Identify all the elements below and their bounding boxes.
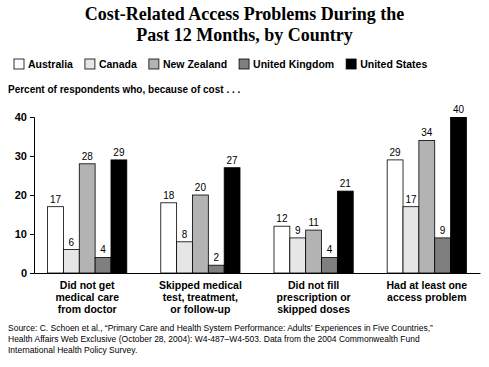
data-label: 21 bbox=[340, 178, 352, 189]
x-tick-label: Skipped medicaltest, treatment,or follow… bbox=[159, 279, 242, 315]
bar bbox=[290, 238, 306, 273]
data-label: 17 bbox=[50, 194, 62, 205]
y-tick-mark bbox=[30, 195, 34, 196]
y-tick-label: 20 bbox=[15, 189, 27, 201]
x-tick-label: Did not fillprescription orskipped doses bbox=[277, 279, 351, 315]
data-label: 6 bbox=[69, 237, 75, 248]
y-tick-label: 30 bbox=[15, 150, 27, 162]
data-label: 9 bbox=[440, 225, 446, 236]
data-label: 8 bbox=[182, 229, 188, 240]
bar bbox=[63, 250, 79, 273]
data-label: 27 bbox=[227, 155, 239, 166]
data-label: 20 bbox=[195, 182, 207, 193]
bar bbox=[419, 140, 435, 273]
bar bbox=[337, 191, 353, 273]
x-tick: Did not getmedical carefrom doctor bbox=[55, 279, 119, 315]
legend-label: Canada bbox=[99, 58, 137, 70]
data-label: 9 bbox=[295, 225, 301, 236]
legend-item: Australia bbox=[14, 58, 73, 70]
subtitle: Percent of respondents who, because of c… bbox=[8, 84, 240, 95]
data-label: 40 bbox=[453, 104, 465, 115]
chart: Cost-Related Access Problems During theP… bbox=[0, 0, 489, 367]
x-tick: Had at least oneaccess problem bbox=[387, 279, 468, 303]
title: Cost-Related Access Problems During theP… bbox=[85, 4, 405, 45]
data-label: 11 bbox=[308, 217, 319, 228]
y-tick-mark bbox=[30, 117, 34, 118]
data-labels: 17 18 12 29 6 8 9 17 28 20 11 34 4 2 4 9 29 27 21 40 bbox=[50, 104, 465, 263]
bar bbox=[111, 160, 127, 273]
legend-item: Canada bbox=[85, 58, 137, 70]
legend: Australia Canada New Zealand United Kingdom… bbox=[14, 58, 427, 70]
bar bbox=[403, 207, 419, 273]
bar bbox=[192, 195, 208, 273]
legend-swatch bbox=[346, 59, 356, 69]
data-label: 28 bbox=[82, 151, 94, 162]
legend-item: New Zealand bbox=[149, 58, 227, 70]
bar bbox=[95, 257, 111, 273]
x-axis: Did not getmedical carefrom doctor Skippe… bbox=[35, 274, 481, 316]
y-tick-mark bbox=[30, 234, 34, 235]
data-label: 29 bbox=[113, 147, 125, 158]
source-note: Source: C. Schoen et al., “Primary Care … bbox=[8, 323, 433, 355]
data-label: 18 bbox=[163, 190, 175, 201]
x-tick: Did not fillprescription orskipped doses bbox=[277, 279, 351, 315]
data-label: 4 bbox=[327, 244, 333, 255]
x-tick-label: Did not getmedical carefrom doctor bbox=[55, 279, 119, 315]
y-tick-mark bbox=[30, 273, 34, 274]
legend-swatch bbox=[239, 59, 249, 69]
legend-swatch bbox=[85, 59, 95, 69]
bar bbox=[387, 160, 403, 273]
bar bbox=[79, 164, 95, 273]
bar bbox=[306, 230, 322, 273]
y-axis: 0 10 20 30 40 bbox=[15, 111, 35, 279]
y-tick: 30 bbox=[15, 150, 34, 162]
data-label: 29 bbox=[390, 147, 402, 158]
legend-label: United Kingdom bbox=[253, 58, 334, 70]
bar bbox=[161, 203, 177, 273]
y-tick: 40 bbox=[15, 111, 34, 123]
y-tick-label: 40 bbox=[15, 111, 27, 123]
bar bbox=[274, 226, 290, 273]
y-tick-label: 10 bbox=[15, 228, 27, 240]
x-tick-label: Had at least oneaccess problem bbox=[387, 279, 468, 303]
bar bbox=[208, 265, 224, 273]
y-tick: 0 bbox=[21, 267, 34, 279]
y-tick: 20 bbox=[15, 189, 34, 201]
data-label: 4 bbox=[100, 244, 106, 255]
bars bbox=[48, 117, 467, 273]
legend-label: New Zealand bbox=[163, 58, 227, 70]
y-tick-label: 0 bbox=[21, 267, 27, 279]
y-axis-line bbox=[30, 118, 35, 274]
legend-label: United States bbox=[360, 58, 427, 70]
legend-label: Australia bbox=[28, 58, 73, 70]
data-label: 2 bbox=[213, 252, 219, 263]
bar bbox=[48, 207, 64, 273]
data-label: 12 bbox=[276, 213, 288, 224]
y-tick: 10 bbox=[15, 228, 34, 240]
x-axis-line bbox=[35, 273, 481, 274]
bar bbox=[451, 117, 467, 273]
bar bbox=[322, 257, 338, 273]
data-label: 34 bbox=[421, 127, 433, 138]
legend-item: United States bbox=[346, 58, 427, 70]
legend-swatch bbox=[149, 59, 159, 69]
bar bbox=[177, 242, 193, 273]
y-tick-mark bbox=[30, 156, 34, 157]
legend-item: United Kingdom bbox=[239, 58, 334, 70]
bar bbox=[224, 168, 240, 273]
x-tick: Skipped medicaltest, treatment,or follow… bbox=[159, 279, 242, 315]
legend-swatch bbox=[14, 59, 24, 69]
bar bbox=[435, 238, 451, 273]
data-label: 17 bbox=[405, 194, 417, 205]
